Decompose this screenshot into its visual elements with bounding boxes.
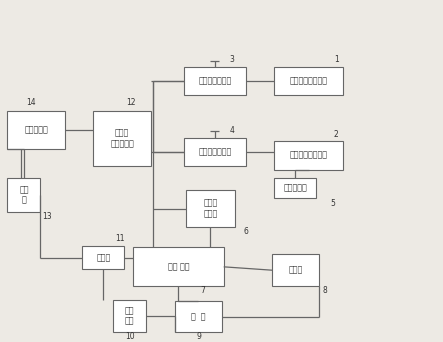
FancyBboxPatch shape: [93, 110, 151, 166]
Text: 控制 主板: 控制 主板: [168, 262, 189, 271]
Text: 6: 6: [243, 227, 248, 236]
FancyBboxPatch shape: [8, 178, 40, 212]
Text: 7: 7: [201, 286, 206, 295]
FancyBboxPatch shape: [275, 67, 343, 95]
Text: 14: 14: [26, 97, 35, 107]
FancyBboxPatch shape: [186, 190, 235, 227]
Text: 2: 2: [334, 130, 339, 139]
Text: 气、液
混合雾化器: 气、液 混合雾化器: [110, 129, 134, 148]
Text: 液体燃料控制阀: 液体燃料控制阀: [198, 77, 232, 86]
Text: 保险
装置: 保险 装置: [125, 306, 135, 326]
Text: 枪管燃烧室: 枪管燃烧室: [24, 126, 48, 134]
Text: 气压传感器: 气压传感器: [284, 184, 307, 193]
FancyBboxPatch shape: [275, 141, 343, 170]
Text: 1: 1: [334, 55, 339, 64]
Text: 3: 3: [229, 55, 234, 64]
FancyBboxPatch shape: [8, 110, 65, 149]
FancyBboxPatch shape: [113, 300, 147, 332]
Text: 气体燃料控制阀: 气体燃料控制阀: [198, 147, 232, 156]
Text: 击发开
关装置: 击发开 关装置: [203, 199, 218, 218]
FancyBboxPatch shape: [184, 137, 246, 166]
Text: 火花
塞: 火花 塞: [19, 185, 29, 205]
Text: 11: 11: [115, 235, 124, 244]
Text: 9: 9: [196, 332, 201, 341]
Text: 12: 12: [126, 97, 136, 107]
Text: 液体燃料储存装置: 液体燃料储存装置: [290, 77, 328, 86]
Text: 8: 8: [323, 286, 328, 295]
FancyBboxPatch shape: [275, 178, 316, 198]
FancyBboxPatch shape: [133, 247, 224, 286]
Text: 5: 5: [330, 199, 335, 208]
Text: 高压包: 高压包: [96, 253, 110, 262]
Text: 13: 13: [42, 212, 51, 221]
Text: 4: 4: [229, 126, 234, 135]
FancyBboxPatch shape: [175, 302, 222, 332]
FancyBboxPatch shape: [82, 246, 124, 269]
Text: 气体燃料储存装置: 气体燃料储存装置: [290, 151, 328, 160]
FancyBboxPatch shape: [184, 67, 246, 95]
Text: 电  池: 电 池: [191, 312, 206, 321]
Text: 显示屏: 显示屏: [288, 266, 303, 275]
Text: 10: 10: [125, 332, 135, 341]
FancyBboxPatch shape: [272, 254, 319, 286]
